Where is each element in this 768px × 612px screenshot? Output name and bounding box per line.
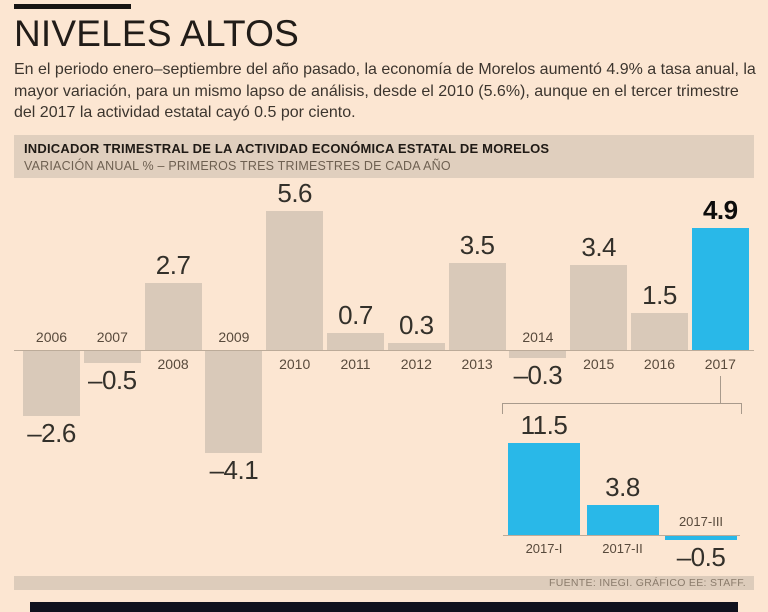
bar-value-label-2009: –4.1 (209, 455, 259, 486)
bar-2017 (691, 227, 749, 350)
bar-value-label-2017-II: 3.8 (605, 471, 640, 502)
bar-category-label-2010: 2010 (279, 356, 311, 372)
bar-category-label-2007: 2007 (96, 329, 128, 345)
bar-value-label-2008: 2.7 (155, 249, 191, 280)
bar-value-label-2007: –0.5 (87, 365, 137, 396)
bar-category-label-2017-I: 2017-I (525, 541, 563, 556)
bracket-line (502, 403, 742, 414)
chart-title: INDICADOR TRIMESTRAL DE LA ACTIVIDAD ECO… (24, 141, 550, 156)
bar-2010 (266, 210, 324, 350)
source-credit: FUENTE: INEGI. GRÁFICO EE: STAFF. (14, 576, 754, 590)
bar-value-label-2017-III: –0.5 (676, 542, 726, 572)
bar-2011 (327, 332, 384, 350)
chart-subtitle: VARIACIÓN ANUAL % – PRIMEROS TRES TRIMES… (24, 159, 451, 173)
main-chart-zero-axis (14, 350, 754, 351)
intro-paragraph: En el periodo enero–septiembre del año p… (14, 61, 756, 121)
bar-category-label-2011: 2011 (340, 356, 371, 372)
bottom-accent-bar (30, 602, 738, 612)
bar-category-label-2015: 2015 (583, 356, 615, 372)
bar-value-label-2006: –2.6 (27, 417, 76, 448)
bar-category-label-2008: 2008 (157, 356, 189, 372)
bar-value-label-2017-I: 11.5 (520, 410, 568, 440)
bar-category-label-2014: 2014 (522, 329, 554, 345)
bar-category-label-2013: 2013 (461, 356, 493, 372)
sub-chart-zero-axis (503, 535, 740, 536)
bar-2009 (205, 351, 263, 454)
bar-category-label-2006: 2006 (35, 329, 68, 345)
bar-category-label-2009: 2009 (218, 329, 250, 345)
bar-category-label-2016: 2016 (643, 356, 676, 372)
bar-category-label-2017: 2017 (704, 356, 736, 372)
bar-category-label-2012: 2012 (400, 356, 432, 372)
bar-2013 (448, 262, 506, 350)
bar-value-label-2016: 1.5 (642, 279, 677, 310)
bar-2014 (509, 351, 567, 359)
bar-value-label-2013: 3.5 (459, 229, 495, 260)
bar-2017-I (508, 443, 580, 535)
bar-value-label-2015: 3.4 (581, 232, 617, 263)
chart-header-band: INDICADOR TRIMESTRAL DE LA ACTIVIDAD ECO… (14, 135, 754, 178)
bar-value-label-2014: –0.3 (513, 360, 563, 391)
bar-2012 (387, 342, 445, 350)
bar-value-label-2017: 4.9 (702, 194, 738, 225)
bar-2017-III (665, 536, 737, 540)
bar-category-label-2017-III: 2017-III (678, 514, 724, 529)
bracket-stem-line (720, 376, 721, 403)
bar-value-label-2010: 5.6 (277, 177, 313, 208)
bar-2015 (570, 265, 628, 350)
page-title: NIVELES ALTOS (14, 13, 300, 54)
bar-value-label-2011: 0.7 (338, 299, 373, 330)
bar-2006 (23, 351, 80, 416)
bar-2007 (83, 351, 141, 364)
bar-2017-II (586, 504, 659, 535)
bar-value-label-2012: 0.3 (398, 309, 434, 340)
top-accent-bar (14, 4, 131, 9)
bar-2016 (631, 312, 688, 350)
bar-2008 (144, 282, 202, 350)
bar-category-label-2017-II: 2017-II (602, 541, 643, 556)
